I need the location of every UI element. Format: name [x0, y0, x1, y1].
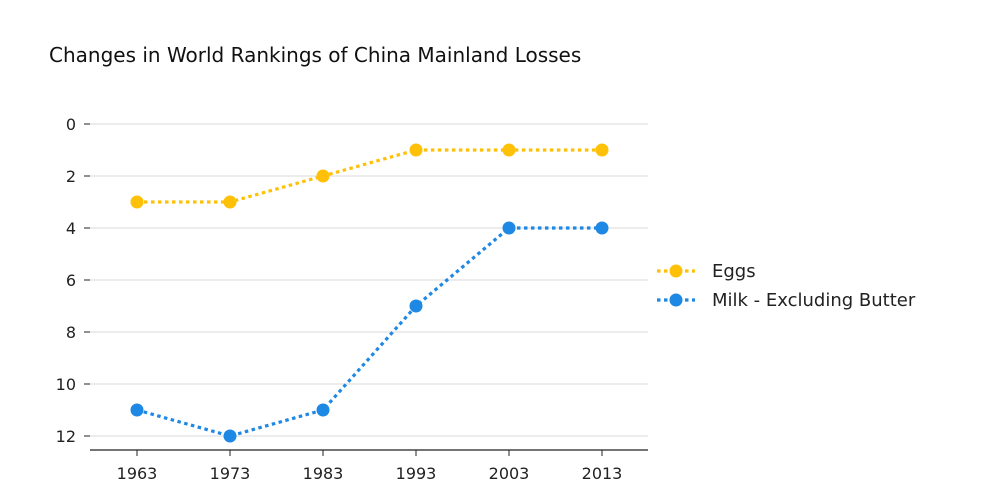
y-axis: 0 2 4 6 8 10 12: [56, 115, 90, 446]
data-point: [502, 143, 516, 157]
data-point: [223, 195, 237, 209]
chart-title: Changes in World Rankings of China Mainl…: [49, 43, 581, 67]
y-tick-label: 0: [66, 115, 76, 134]
data-point: [316, 169, 330, 183]
series-group: [130, 143, 609, 443]
x-tick-label: 2013: [582, 464, 623, 483]
y-tick-label: 4: [66, 219, 76, 238]
grid-lines: [90, 123, 648, 437]
y-tick-label: 8: [66, 323, 76, 342]
legend-marker: [669, 293, 683, 307]
data-point: [223, 429, 237, 443]
data-point: [502, 221, 516, 235]
x-tick-label: 2003: [489, 464, 530, 483]
legend-marker: [669, 264, 683, 278]
y-tick-label: 6: [66, 271, 76, 290]
x-tick-label: 1983: [303, 464, 344, 483]
x-tick-label: 1963: [117, 464, 158, 483]
y-tick-label: 10: [56, 375, 76, 394]
data-point: [595, 221, 609, 235]
data-point: [595, 143, 609, 157]
x-tick-label: 1993: [396, 464, 437, 483]
legend-label: Milk - Excluding Butter: [712, 290, 916, 311]
data-point: [409, 299, 423, 313]
legend-label: Eggs: [712, 261, 756, 282]
data-point: [130, 195, 144, 209]
y-tick-label: 12: [56, 427, 76, 446]
data-point: [409, 143, 423, 157]
series-line-0: [137, 148, 602, 204]
x-tick-label: 1973: [210, 464, 251, 483]
data-point: [316, 403, 330, 417]
y-tick-label: 2: [66, 167, 76, 186]
legend: Eggs Milk - Excluding Butter: [657, 261, 916, 311]
x-axis: 1963 1973 1983 1993 2003 2013: [117, 450, 623, 483]
data-point: [130, 403, 144, 417]
series-line-1: [136, 226, 602, 438]
